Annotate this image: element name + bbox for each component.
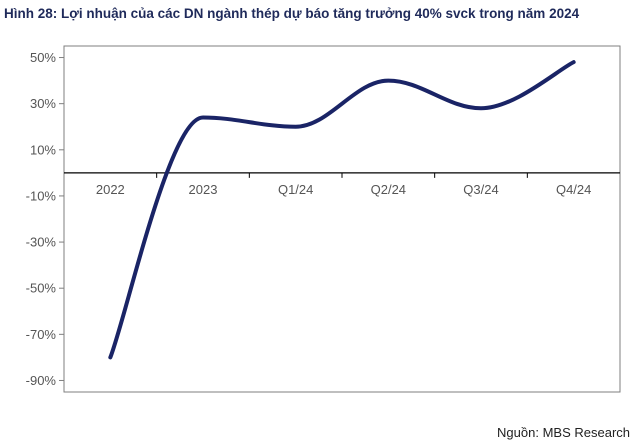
x-axis-ticks: 2022 2023 Q1/24 Q2/24 Q3/24 Q4/24 bbox=[96, 172, 591, 197]
y-tick-label: 10% bbox=[30, 142, 56, 157]
y-axis-ticks: 50% 30% 10% -10% -30% -50% -70% -90% bbox=[26, 50, 64, 388]
y-tick-label: -10% bbox=[26, 188, 57, 203]
x-tick-label: Q4/24 bbox=[556, 182, 591, 197]
x-tick-label: Q1/24 bbox=[278, 182, 313, 197]
x-tick-label: 2022 bbox=[96, 182, 125, 197]
plot-frame bbox=[63, 45, 621, 393]
chart-title: Hình 28: Lợi nhuận của các DN ngành thép… bbox=[4, 6, 580, 21]
x-tick-label: Q2/24 bbox=[371, 182, 406, 197]
x-tick-label: 2023 bbox=[189, 182, 218, 197]
y-tick-label: 50% bbox=[30, 50, 56, 65]
y-tick-label: -30% bbox=[26, 235, 57, 250]
y-tick-label: -50% bbox=[26, 281, 57, 296]
y-tick-label: 30% bbox=[30, 96, 56, 111]
y-tick-label: -70% bbox=[26, 327, 57, 342]
series-line bbox=[108, 60, 576, 360]
source-note: Nguồn: MBS Research bbox=[497, 425, 630, 440]
y-tick-label: -90% bbox=[26, 373, 57, 388]
line-chart: 50% 30% 10% -10% -30% -50% -70% -90% 2022 2023 Q1… bbox=[26, 45, 621, 393]
x-tick-label: Q3/24 bbox=[463, 182, 498, 197]
